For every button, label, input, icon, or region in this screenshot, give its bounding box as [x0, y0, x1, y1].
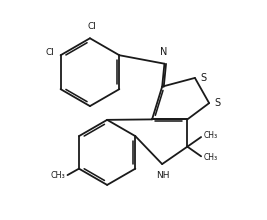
Text: Cl: Cl — [87, 22, 96, 31]
Text: S: S — [201, 73, 207, 83]
Text: N: N — [160, 47, 168, 57]
Text: CH₃: CH₃ — [50, 170, 65, 180]
Text: CH₃: CH₃ — [203, 153, 218, 162]
Text: Cl: Cl — [45, 48, 54, 57]
Text: CH₃: CH₃ — [203, 131, 218, 140]
Text: NH: NH — [156, 170, 170, 180]
Text: S: S — [215, 98, 221, 108]
